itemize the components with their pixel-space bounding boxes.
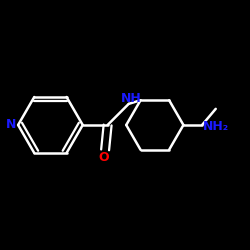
Text: NH: NH: [121, 92, 142, 105]
Text: N: N: [6, 118, 16, 132]
Text: O: O: [98, 151, 109, 164]
Text: NH₂: NH₂: [203, 120, 230, 133]
